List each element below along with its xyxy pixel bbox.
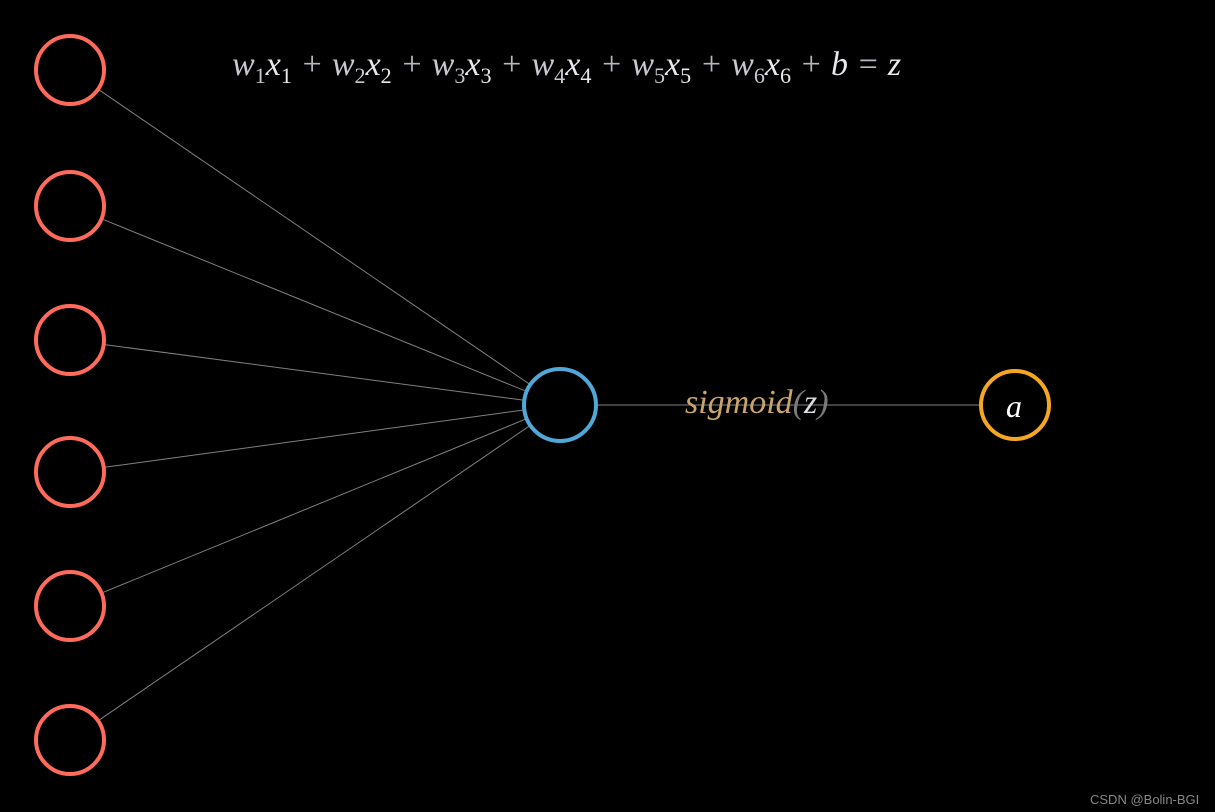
weighted-sum-equation: w1x1 + w2x2 + w3x3 + w4x4 + w5x5 + w6x6 … [232,46,901,89]
edge-in2-mid [102,219,527,392]
node-in6 [36,706,104,774]
sigmoid-label: sigmoid(z) [685,384,829,422]
node-in1 [36,36,104,104]
node-in3 [36,306,104,374]
node-mid [524,369,596,441]
edge-in1-mid [98,89,530,384]
edge-in4-mid [104,410,525,468]
edge-in5-mid [101,419,526,593]
node-in4 [36,438,104,506]
node-in2 [36,172,104,240]
node-in5 [36,572,104,640]
edge-in3-mid [104,344,525,400]
neuron-diagram [0,0,1215,812]
watermark-text: CSDN @Bolin-BGI [1090,792,1199,807]
edge-in6-mid [98,425,530,720]
output-label: a [1006,388,1022,425]
